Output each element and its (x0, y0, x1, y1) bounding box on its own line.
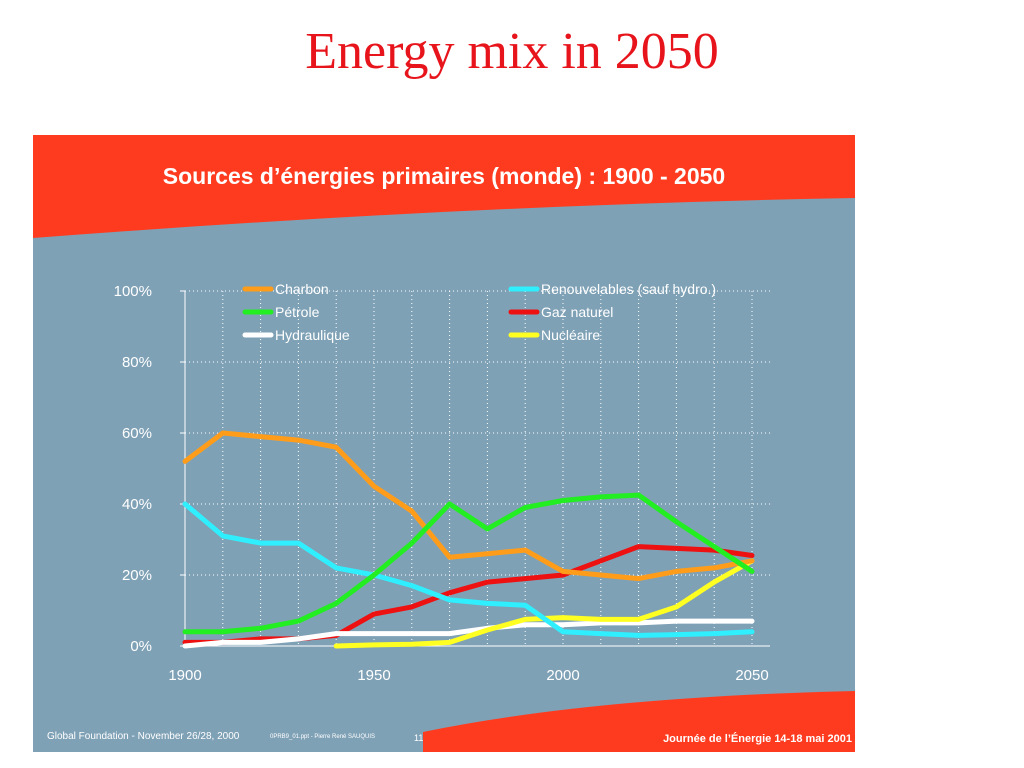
x-tick-label: 1900 (168, 667, 201, 684)
footer-swoosh (423, 691, 855, 752)
legend-item: Charbon (242, 281, 329, 297)
chart-slide: Sources d’énergies primaires (monde) : 1… (33, 135, 855, 752)
footer-filename: 0PRB9_01.ppt - Pierre René SAUQUIS (270, 734, 376, 740)
series-line-petrole (182, 492, 755, 635)
series-line-charbon (182, 430, 755, 582)
y-tick-label: 0% (130, 638, 152, 655)
x-tick-label: 2000 (546, 667, 579, 684)
legend-label: Nucléaire (541, 327, 600, 343)
y-tick-label: 80% (122, 354, 152, 371)
legend-item: Nucléaire (508, 327, 600, 343)
legend-item: Pétrole (242, 304, 320, 320)
legend-label: Gaz naturel (541, 304, 613, 320)
y-tick-label: 60% (122, 425, 152, 442)
y-tick-label: 20% (122, 567, 152, 584)
series-line-hydraulique (182, 618, 755, 649)
energy-chart: Sources d’énergies primaires (monde) : 1… (33, 135, 855, 752)
chart-title: Sources d’énergies primaires (monde) : 1… (163, 163, 725, 189)
footer-organization: Global Foundation - November 26/28, 2000 (47, 731, 240, 742)
footer-event: Journée de l’Énergie 14-18 mai 2001 (663, 733, 852, 745)
title-banner (33, 135, 855, 238)
legend-label: Charbon (275, 281, 329, 297)
legend-item: Gaz naturel (508, 304, 613, 320)
x-tick-label: 2050 (735, 667, 768, 684)
legend-item: Renouvelables (sauf hydro.) (508, 281, 716, 297)
series-line-renouvelables-sauf-hydro (182, 501, 755, 638)
y-tick-label: 40% (122, 496, 152, 513)
y-tick-label: 100% (114, 283, 152, 300)
legend-label: Hydraulique (275, 327, 350, 343)
legend-label: Renouvelables (sauf hydro.) (541, 281, 716, 297)
legend-label: Pétrole (275, 304, 320, 320)
x-tick-label: 1950 (357, 667, 390, 684)
page-title: Energy mix in 2050 (305, 23, 719, 80)
legend-item: Hydraulique (242, 327, 350, 343)
footer-page-number: 11 (414, 733, 424, 743)
